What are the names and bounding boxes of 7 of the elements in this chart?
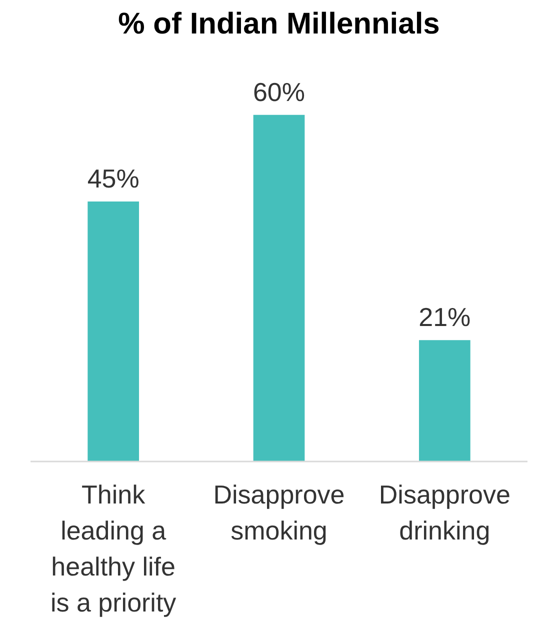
data-label: 21% (418, 302, 471, 332)
data-label: 60% (252, 76, 306, 107)
x-tick-label: Disapprove drinking (378, 480, 510, 546)
x-tick-label: Disapprove smoking (213, 480, 345, 546)
data-label: 45% (87, 164, 140, 194)
chart-title: % of Indian Millennials (118, 8, 440, 40)
x-tick-label: Think leading a healthy life is a priority (50, 480, 176, 618)
